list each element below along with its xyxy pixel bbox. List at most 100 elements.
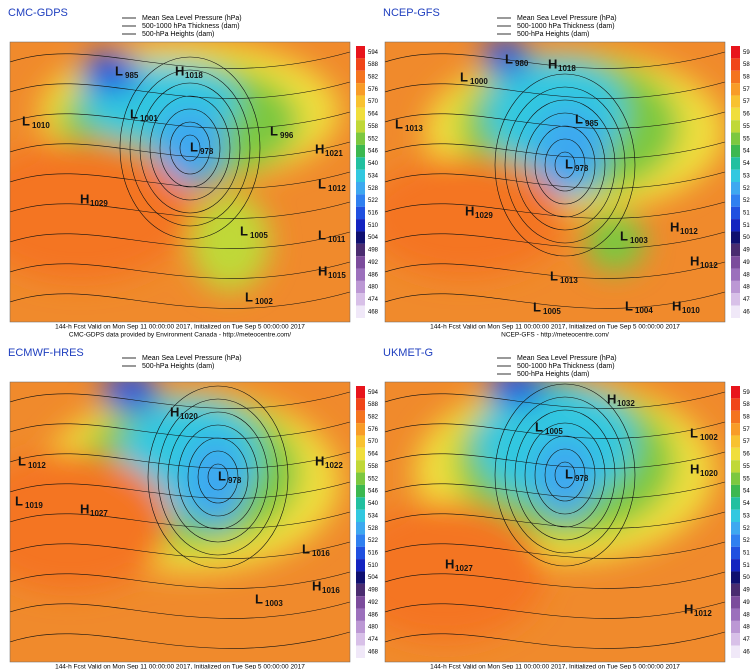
pressure-center-value: 1003	[265, 599, 283, 608]
scale-label: 552	[743, 476, 750, 482]
pressure-center-value: 1002	[255, 297, 273, 306]
field-blob	[385, 157, 565, 277]
scale-swatch	[356, 546, 365, 560]
scale-label: 468	[368, 649, 379, 655]
pressure-center-value: 978	[575, 164, 589, 173]
legend-text: Mean Sea Level Pressure (hPa)	[517, 355, 617, 362]
pressure-center-value: 1019	[25, 501, 43, 510]
scale-swatch	[731, 386, 740, 399]
scale-swatch	[731, 583, 740, 597]
scale-label: 540	[368, 161, 379, 167]
scale-label: 516	[743, 210, 750, 216]
isobar	[385, 421, 725, 439]
pressure-center-value: 985	[125, 71, 139, 80]
scale-swatch	[731, 484, 740, 498]
scale-label: 552	[743, 136, 750, 142]
field-blob	[585, 212, 645, 272]
isobar	[494, 73, 636, 257]
scale-label: 522	[368, 198, 379, 204]
isobar	[385, 261, 725, 279]
pressure-center-value: 1012	[694, 609, 712, 618]
scale-swatch	[356, 70, 365, 84]
isobar	[514, 409, 616, 541]
pressure-center-letter: L	[218, 468, 226, 483]
scale-label: 534	[368, 513, 379, 519]
legend-text: 500-hPa Heights (dam)	[517, 31, 589, 38]
scale-label: 492	[743, 600, 750, 606]
scale-label: 564	[743, 452, 750, 458]
pressure-center-letter: L	[18, 453, 26, 468]
pressure-center-letter: L	[245, 289, 253, 304]
scale-label: 546	[743, 489, 750, 495]
scale-swatch	[356, 58, 365, 71]
scale-label: 510	[368, 223, 379, 229]
scale-label: 486	[743, 612, 750, 618]
pressure-center-value: 1000	[470, 77, 488, 86]
panel-title: UKMET-G	[383, 347, 433, 359]
scale-swatch	[356, 305, 365, 318]
pressure-center-letter: L	[302, 541, 310, 556]
scale-label: 486	[368, 612, 379, 618]
isobar	[10, 631, 350, 649]
isobar	[385, 451, 725, 469]
scale-swatch	[356, 280, 365, 294]
scale-label: 594	[743, 50, 750, 56]
scale-swatch	[356, 386, 365, 399]
footer-text: 144-h Fcst Valid on Mon Sep 11 00:00:00 …	[430, 664, 680, 669]
isobar	[207, 463, 229, 491]
scale-label: 546	[743, 149, 750, 155]
scale-label: 588	[368, 402, 379, 408]
scale-swatch	[356, 169, 365, 182]
scale-swatch	[356, 107, 365, 121]
scale-swatch	[731, 132, 740, 145]
scale-label: 504	[743, 235, 750, 241]
scale-swatch	[356, 83, 365, 96]
isobar	[10, 111, 350, 129]
legend-text: Mean Sea Level Pressure (hPa)	[142, 15, 242, 22]
forecast-panel: CMC-GDPS Mean Sea Level Pressure (hPa) 500…	[8, 7, 379, 339]
scale-label: 510	[743, 223, 750, 229]
scale-label: 582	[743, 414, 750, 420]
field-blob	[190, 192, 270, 292]
scale-label: 474	[368, 637, 379, 643]
isobar	[10, 201, 350, 219]
legend-text: Mean Sea Level Pressure (hPa)	[142, 355, 242, 362]
isobar	[10, 231, 350, 249]
pressure-center-value: 1012	[680, 227, 698, 236]
pressure-center-letter: H	[684, 601, 693, 616]
panel-title: CMC-GDPS	[8, 7, 68, 19]
isobar	[385, 571, 725, 589]
scale-label: 558	[743, 464, 750, 470]
scale-swatch	[731, 157, 740, 170]
isobar	[10, 451, 350, 469]
isobar	[197, 450, 239, 504]
scale-label: 492	[743, 260, 750, 266]
legend-text: 500-hPa Heights (dam)	[142, 31, 214, 38]
forecast-panel: UKMET-G Mean Sea Level Pressure (hPa)500-…	[383, 347, 750, 669]
pressure-center-value: 1004	[635, 306, 653, 315]
scale-label: 516	[368, 550, 379, 556]
pressure-center-value: 1020	[700, 469, 718, 478]
scale-swatch	[356, 132, 365, 145]
pressure-center-letter: L	[620, 228, 628, 243]
scale-swatch	[356, 484, 365, 498]
isobar	[524, 112, 606, 218]
scale-swatch	[731, 472, 740, 485]
isobar	[157, 398, 279, 556]
scale-label: 558	[368, 124, 379, 130]
scale-swatch	[731, 70, 740, 84]
pressure-center-letter: H	[690, 461, 699, 476]
scale-label: 546	[368, 489, 379, 495]
scale-swatch	[731, 305, 740, 318]
field-blob	[80, 52, 140, 92]
isobar	[139, 82, 241, 214]
scale-swatch	[356, 447, 365, 461]
isobar	[554, 151, 576, 179]
scale-swatch	[731, 645, 740, 658]
scale-swatch	[356, 46, 365, 59]
isobar	[147, 385, 289, 569]
pressure-center-letter: L	[395, 116, 403, 131]
isobar	[179, 134, 201, 162]
scale-swatch	[356, 206, 365, 220]
pressure-center-letter: H	[312, 578, 321, 593]
